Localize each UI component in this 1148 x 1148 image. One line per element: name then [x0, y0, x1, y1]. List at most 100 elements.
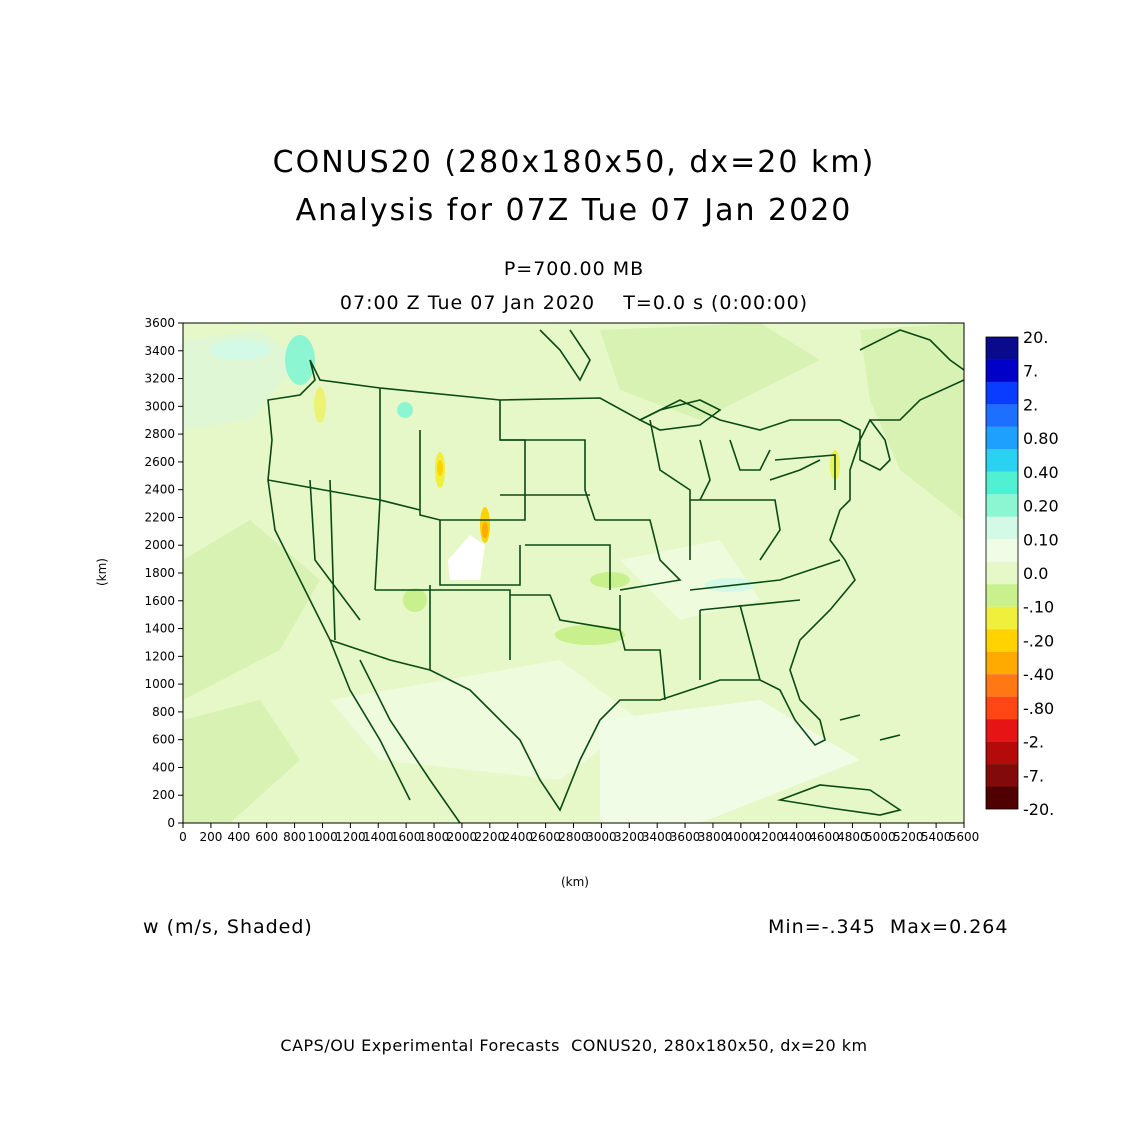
colorbar-label: 0.80 — [1023, 429, 1059, 448]
x-tick-label: 1800 — [419, 830, 450, 844]
x-tick-label: 2000 — [447, 830, 478, 844]
colorbar-label: -20. — [1023, 800, 1054, 819]
colorbar-swatch — [986, 584, 1018, 607]
colorbar-label: 0.40 — [1023, 463, 1059, 482]
colorbar: 20. 7. 2. 0.80 0.40 0.20 0.10 0.0 -.10 -.20 -.40 -.… — [985, 328, 1059, 819]
x-tick-label: 1000 — [307, 830, 338, 844]
y-tick-label: 1800 — [144, 566, 175, 580]
map-boundaries — [267, 329, 964, 823]
y-tick-label: 800 — [152, 705, 175, 719]
y-tick-label: 2200 — [144, 510, 175, 524]
y-tick-label: 2800 — [144, 427, 175, 441]
x-tick-label: 1200 — [335, 830, 366, 844]
y-tick-label: 200 — [152, 788, 175, 802]
x-tick-label: 3400 — [642, 830, 673, 844]
field-label: w (m/s, Shaded) — [143, 916, 313, 938]
colorbar-label: -2. — [1023, 733, 1044, 752]
colorbar-label: 20. — [1023, 328, 1048, 347]
colorbar-label: 7. — [1023, 362, 1038, 381]
y-tick-label: 400 — [152, 760, 175, 774]
colorbar-swatch — [986, 449, 1018, 472]
x-tick-label: 2200 — [475, 830, 506, 844]
colorbar-swatch — [986, 539, 1018, 562]
x-tick-label: 200 — [199, 830, 222, 844]
colorbar-label: -.10 — [1023, 598, 1054, 617]
x-tick-label: 5400 — [921, 830, 952, 844]
colorbar-swatch — [986, 741, 1018, 765]
colorbar-label: 0.20 — [1023, 497, 1059, 516]
title-line-1: CONUS20 (280x180x50, dx=20 km) — [272, 145, 876, 180]
y-tick-label: 2000 — [144, 538, 175, 552]
y-tick-label: 2400 — [144, 483, 175, 497]
colorbar-label: 2. — [1023, 395, 1038, 414]
colorbar-label: -.20 — [1023, 631, 1054, 650]
colorbar-swatch — [986, 651, 1018, 675]
y-tick-label: 3400 — [144, 344, 175, 358]
colorbar-label: -.80 — [1023, 699, 1054, 718]
footer-label: CAPS/OU Experimental Forecasts CONUS20, … — [280, 1036, 868, 1055]
colorbar-swatch — [986, 606, 1018, 630]
y-tick-label: 1000 — [144, 677, 175, 691]
y-tick-label: 3000 — [144, 399, 175, 413]
colorbar-swatch — [986, 561, 1018, 585]
x-tick-label: 400 — [227, 830, 250, 844]
x-tick-label: 4200 — [753, 830, 784, 844]
colorbar-swatch — [986, 471, 1018, 495]
colorbar-swatch — [986, 674, 1018, 697]
x-tick-label: 3800 — [698, 830, 729, 844]
colorbar-label: 0.10 — [1023, 530, 1059, 549]
colorbar-frame — [985, 336, 1019, 810]
x-tick-label: 2600 — [530, 830, 561, 844]
y-tick-label: 600 — [152, 733, 175, 747]
colorbar-swatch — [986, 494, 1018, 517]
x-tick-label: 4000 — [726, 830, 757, 844]
colorbar-label: -7. — [1023, 766, 1044, 785]
x-tick-label: 2800 — [558, 830, 589, 844]
y-axis: 0 200 400 600 800 1000 1200 1400 1600 1800 2000 220… — [144, 316, 183, 830]
colorbar-swatch — [986, 359, 1018, 382]
colorbar-swatch — [986, 404, 1018, 427]
colorbar-swatch — [986, 629, 1018, 652]
y-tick-label: 3600 — [144, 316, 175, 330]
x-tick-label: 5000 — [865, 830, 896, 844]
colorbar-swatch — [986, 381, 1018, 405]
x-tick-label: 5200 — [893, 830, 924, 844]
y-tick-label: 2600 — [144, 455, 175, 469]
x-tick-label: 3000 — [586, 830, 617, 844]
y-tick-label: 1200 — [144, 649, 175, 663]
colorbar-swatch — [986, 786, 1018, 809]
x-tick-label: 600 — [255, 830, 278, 844]
y-tick-label: 3200 — [144, 372, 175, 386]
colorbar-swatch — [986, 696, 1018, 720]
colorbar-label: -.40 — [1023, 665, 1054, 684]
y-tick-label: 1400 — [144, 622, 175, 636]
min-max-label: Min=-.345 Max=0.264 — [768, 916, 1009, 938]
x-tick-label: 0 — [179, 830, 187, 844]
x-tick-label: 3200 — [614, 830, 645, 844]
colorbar-swatch — [986, 764, 1018, 787]
shaded-field — [183, 323, 964, 823]
x-tick-label: 4400 — [781, 830, 812, 844]
title-line-2: Analysis for 07Z Tue 07 Jan 2020 — [295, 193, 853, 228]
x-axis: 0 200 400 600 800 100012001400160018002000220… — [179, 823, 979, 844]
level-label: P=700.00 MB — [503, 258, 645, 280]
x-tick-label: 1400 — [363, 830, 394, 844]
colorbar-label: 0.0 — [1023, 564, 1048, 583]
colorbar-swatch — [986, 516, 1018, 540]
time-label: 07:00 Z Tue 07 Jan 2020 T=0.0 s (0:00:00… — [339, 292, 809, 314]
x-tick-label: 5600 — [949, 830, 980, 844]
x-tick-label: 1600 — [391, 830, 422, 844]
x-tick-label: 4600 — [809, 830, 840, 844]
x-tick-label: 800 — [283, 830, 306, 844]
colorbar-swatch — [986, 337, 1018, 360]
x-axis-label: (km) — [561, 875, 589, 889]
y-tick-label: 1600 — [144, 594, 175, 608]
x-tick-label: 4800 — [837, 830, 868, 844]
y-axis-label: (km) — [95, 558, 109, 586]
x-tick-label: 2400 — [502, 830, 533, 844]
colorbar-swatch — [986, 719, 1018, 742]
y-tick-label: 0 — [167, 816, 175, 830]
x-tick-label: 3600 — [670, 830, 701, 844]
colorbar-swatch — [986, 426, 1018, 450]
